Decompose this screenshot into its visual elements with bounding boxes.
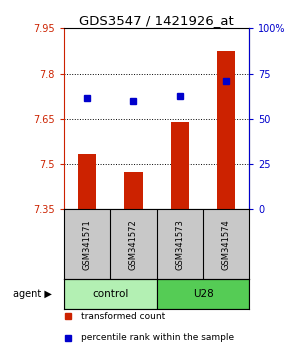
Bar [171, 122, 189, 210]
Text: transformed count: transformed count [81, 312, 165, 321]
Text: control: control [92, 289, 128, 299]
Bar [217, 51, 235, 210]
Text: agent ▶: agent ▶ [13, 289, 52, 299]
Text: GSM341571: GSM341571 [82, 219, 92, 270]
Text: GSM341574: GSM341574 [222, 219, 231, 270]
Bar [124, 172, 143, 210]
Text: GSM341573: GSM341573 [175, 219, 184, 270]
Bar [157, 279, 249, 309]
Text: GSM341572: GSM341572 [129, 219, 138, 270]
Bar [78, 154, 96, 210]
Bar [64, 279, 157, 309]
Text: U28: U28 [193, 289, 213, 299]
Text: percentile rank within the sample: percentile rank within the sample [81, 333, 234, 342]
Title: GDS3547 / 1421926_at: GDS3547 / 1421926_at [79, 14, 234, 27]
